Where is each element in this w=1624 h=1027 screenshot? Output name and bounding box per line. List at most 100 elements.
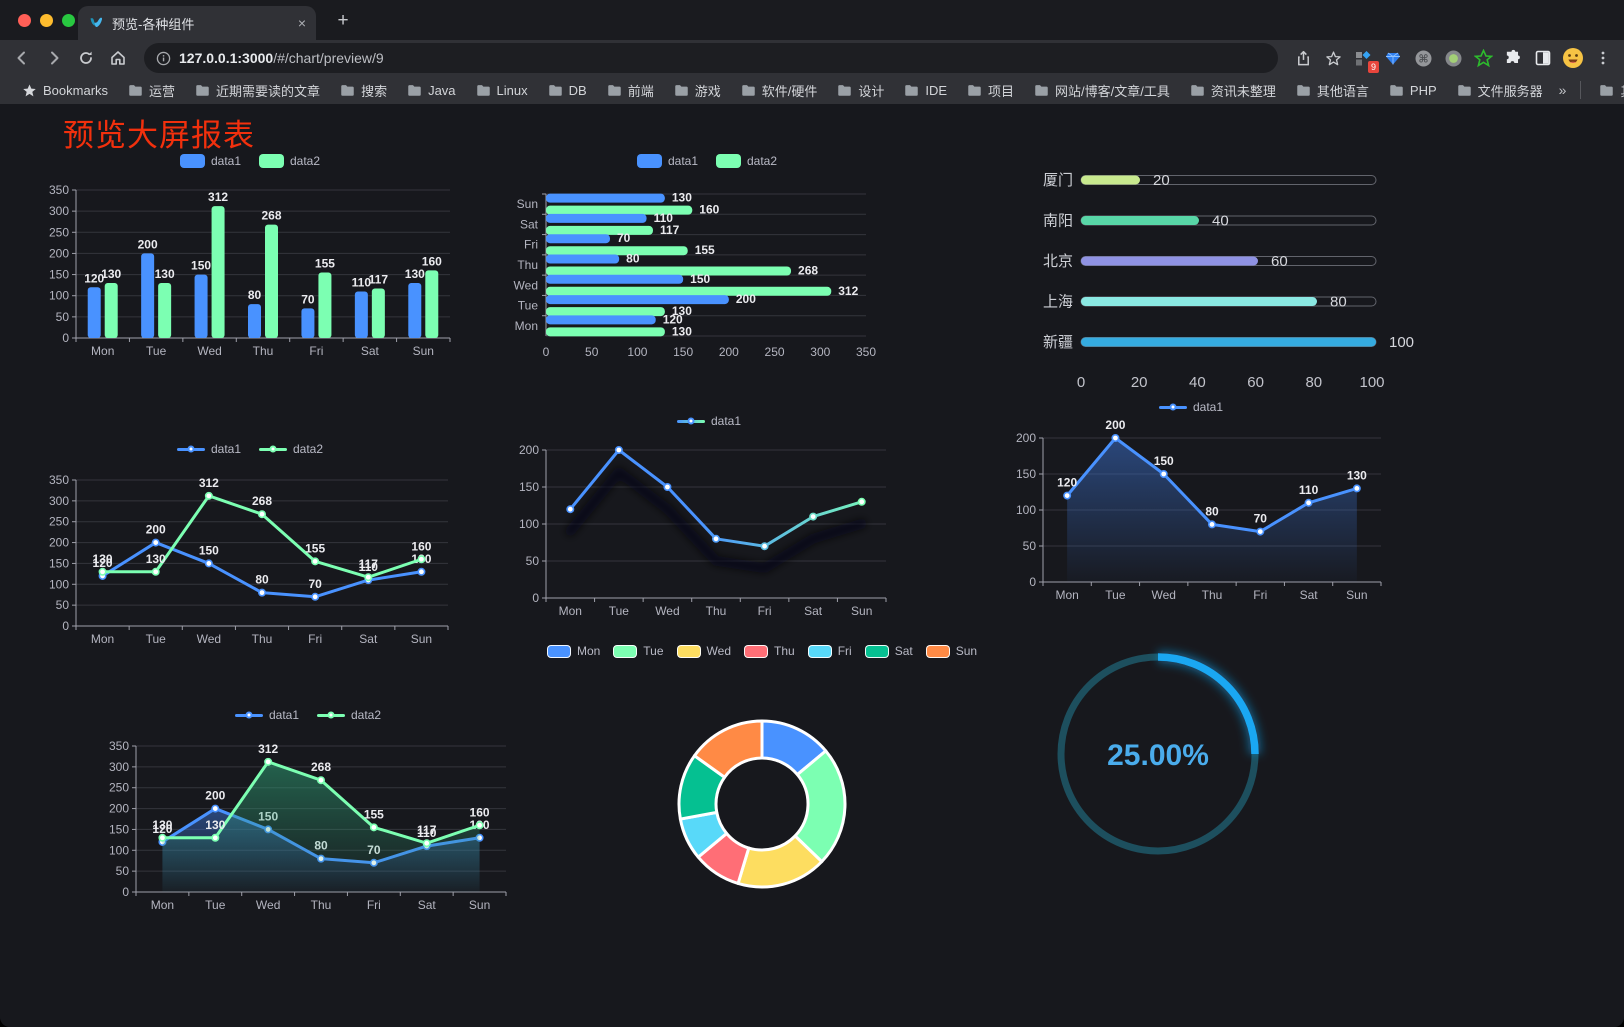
data-point[interactable]	[760, 542, 769, 551]
tab-close-icon[interactable]: ×	[297, 15, 306, 31]
legend-item[interactable]: data2	[259, 154, 320, 168]
bar[interactable]	[546, 286, 832, 296]
data-point[interactable]	[258, 588, 267, 597]
bookmark-folder[interactable]: 项目	[957, 78, 1024, 103]
bookmark-folder[interactable]: 运营	[118, 78, 185, 103]
data-point[interactable]	[1304, 498, 1313, 507]
data-point[interactable]	[1352, 484, 1361, 493]
bookmark-folder[interactable]: 搜索	[330, 78, 397, 103]
data-point[interactable]	[311, 557, 320, 566]
legend-item[interactable]: data1	[676, 414, 741, 428]
data-point[interactable]	[663, 483, 672, 492]
data-point[interactable]	[311, 592, 320, 601]
share-button[interactable]	[1290, 45, 1316, 71]
progress-fill[interactable]	[1081, 175, 1140, 185]
chart-canvas[interactable]: 0 50 100 150 200 Mon Tue Wed Thu Fri Sat Sun	[498, 410, 920, 626]
bookmark-folder[interactable]: Java	[397, 80, 465, 101]
bookmarks-overflow-button[interactable]: »	[1558, 82, 1567, 98]
line-series[interactable]	[568, 448, 864, 548]
line-chart-basic[interactable]: 0 50 100 150 200 250 300 350 Mon Tue Wed Thu Fri Sat S…	[40, 438, 460, 654]
legend-item[interactable]: Tue	[613, 644, 664, 658]
legend-item[interactable]: data2	[317, 708, 381, 722]
chart-canvas[interactable]	[552, 640, 972, 915]
data-point[interactable]	[204, 559, 213, 568]
site-info-icon[interactable]	[156, 51, 171, 66]
chart-canvas[interactable]: 25.00%	[1040, 636, 1285, 876]
bar[interactable]	[546, 295, 729, 305]
data-point[interactable]	[317, 776, 326, 785]
data-point[interactable]	[1111, 433, 1120, 442]
bookmark-folder[interactable]: 资讯未整理	[1180, 78, 1286, 103]
legend-item[interactable]: Wed	[676, 644, 731, 658]
other-bookmarks-folder[interactable]: 其他书签	[1589, 78, 1624, 103]
home-button[interactable]	[104, 44, 132, 72]
data-point[interactable]	[417, 555, 426, 564]
bookmark-folder[interactable]: 前端	[597, 78, 664, 103]
bookmark-folder[interactable]: 其他语言	[1286, 78, 1379, 103]
bar[interactable]	[546, 266, 792, 276]
bar[interactable]	[301, 308, 315, 338]
progress-fill[interactable]	[1081, 337, 1376, 347]
bar[interactable]	[546, 246, 688, 256]
data-point[interactable]	[211, 804, 220, 813]
chart-canvas[interactable]: 厦门 20 南阳 40 北京 60 上海 80 新疆 100 0 20 40 60 80 100	[985, 150, 1425, 395]
bar[interactable]	[546, 193, 665, 203]
extension-command-button[interactable]: ⌘	[1410, 45, 1436, 71]
data-point[interactable]	[264, 757, 273, 766]
grouped-bar-chart[interactable]: 0 50 100 150 200 250 300 350 Mon Tue Wed Thu Fri Sat S…	[40, 150, 460, 364]
data-point[interactable]	[1256, 527, 1265, 536]
data-point[interactable]	[1159, 470, 1168, 479]
chart-canvas[interactable]: 0 50 100 150 200 250 300 350 Mon Tue Wed Thu Fri Sat S…	[40, 438, 460, 654]
area-chart-double[interactable]: 0 50 100 150 200 250 300 350 Mon Tue Wed Thu Fri Sat S…	[98, 704, 518, 920]
address-bar[interactable]: 127.0.0.1:3000/#/chart/preview/9	[144, 43, 1278, 73]
data-point[interactable]	[158, 833, 167, 842]
bookmark-folder[interactable]: PHP	[1379, 80, 1447, 101]
extension-blocks-button[interactable]: 9	[1350, 45, 1380, 74]
bar[interactable]	[87, 287, 101, 338]
bar[interactable]	[425, 270, 439, 338]
bookmark-folder[interactable]: IDE	[894, 80, 957, 101]
bar[interactable]	[318, 272, 332, 338]
legend-item[interactable]: Sat	[864, 644, 913, 658]
bar[interactable]	[104, 283, 118, 338]
data-point[interactable]	[809, 512, 818, 521]
gauge-chart[interactable]: 25.00%	[1040, 636, 1285, 876]
bar[interactable]	[546, 225, 653, 235]
bar[interactable]	[194, 274, 208, 338]
bar[interactable]	[546, 234, 610, 244]
data-point[interactable]	[211, 833, 220, 842]
data-point[interactable]	[151, 567, 160, 576]
legend-item[interactable]: Sun	[925, 644, 977, 658]
legend-item[interactable]: data2	[259, 442, 323, 456]
reading-mode-button[interactable]	[1530, 45, 1556, 71]
data-point[interactable]	[475, 821, 484, 830]
gauge-arc[interactable]	[1157, 653, 1259, 755]
legend-item[interactable]: data1	[1158, 400, 1223, 414]
bookmark-folder[interactable]: 软件/硬件	[731, 78, 828, 103]
new-tab-button[interactable]: +	[337, 10, 349, 31]
data-point[interactable]	[364, 573, 373, 582]
back-button[interactable]	[8, 44, 36, 72]
bar[interactable]	[408, 283, 422, 338]
bookmark-folder[interactable]: 网站/博客/文章/工具	[1024, 78, 1180, 103]
data-point[interactable]	[98, 567, 107, 576]
bookmark-folder[interactable]: 近期需要读的文章	[185, 78, 330, 103]
data-point[interactable]	[614, 445, 623, 454]
legend-item[interactable]: data1	[234, 708, 299, 722]
bar[interactable]	[546, 254, 620, 264]
progress-bar-chart[interactable]: 厦门 20 南阳 40 北京 60 上海 80 新疆 100 0 20 40 60 80 100	[985, 150, 1425, 395]
close-window-button[interactable]	[18, 14, 31, 27]
legend-item[interactable]: Fri	[807, 644, 852, 658]
legend-item[interactable]: data1	[179, 154, 241, 168]
chart-canvas[interactable]: 0 50 100 150 200 250 300 350 Mon Tue Wed Thu Fri Sat S…	[98, 704, 518, 920]
progress-fill[interactable]	[1081, 216, 1199, 225]
bookmark-folder[interactable]: DB	[538, 80, 597, 101]
progress-fill[interactable]	[1081, 256, 1258, 266]
pie-slice[interactable]	[692, 719, 764, 779]
donut-chart[interactable]: Mon Tue Wed Thu Fri Sat Sun	[546, 640, 977, 915]
bar[interactable]	[141, 253, 155, 338]
data-point[interactable]	[712, 534, 721, 543]
bar[interactable]	[158, 283, 172, 338]
profile-avatar[interactable]	[1560, 45, 1586, 71]
